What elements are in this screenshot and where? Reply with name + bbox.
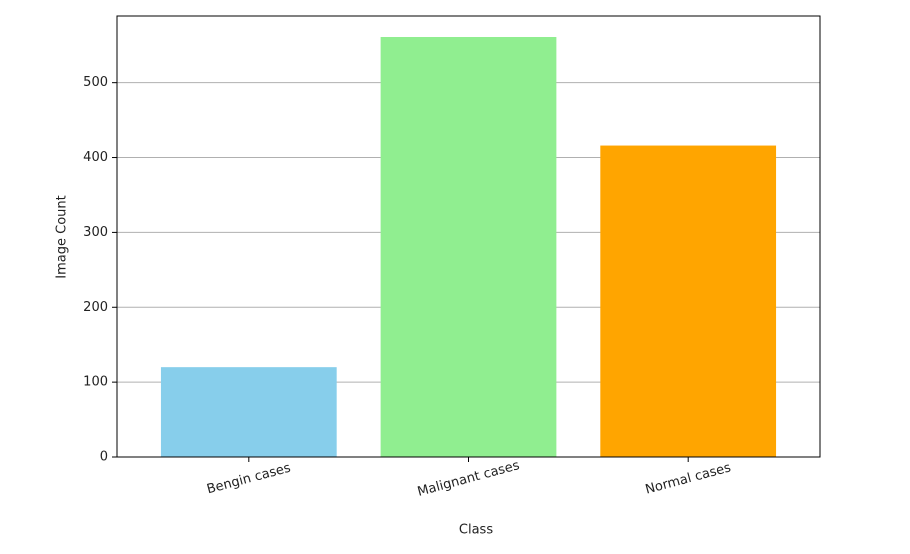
x-tick-label: Malignant cases — [416, 458, 522, 500]
x-tick-label: Normal cases — [644, 460, 733, 497]
x-tick-label: Bengin cases — [205, 461, 292, 498]
bar — [600, 145, 777, 457]
y-tick-label: 0 — [100, 450, 108, 465]
x-axis-label: Class — [459, 523, 493, 538]
y-axis-label: Image Count — [55, 195, 70, 278]
bar — [160, 367, 337, 457]
y-tick-label: 100 — [83, 375, 108, 390]
y-tick-label: 200 — [83, 300, 108, 315]
y-tick-label: 400 — [83, 150, 108, 165]
plot-frame — [116, 15, 821, 458]
bar — [380, 37, 557, 457]
y-tick-label: 300 — [83, 225, 108, 240]
y-tick-label: 500 — [83, 75, 108, 90]
